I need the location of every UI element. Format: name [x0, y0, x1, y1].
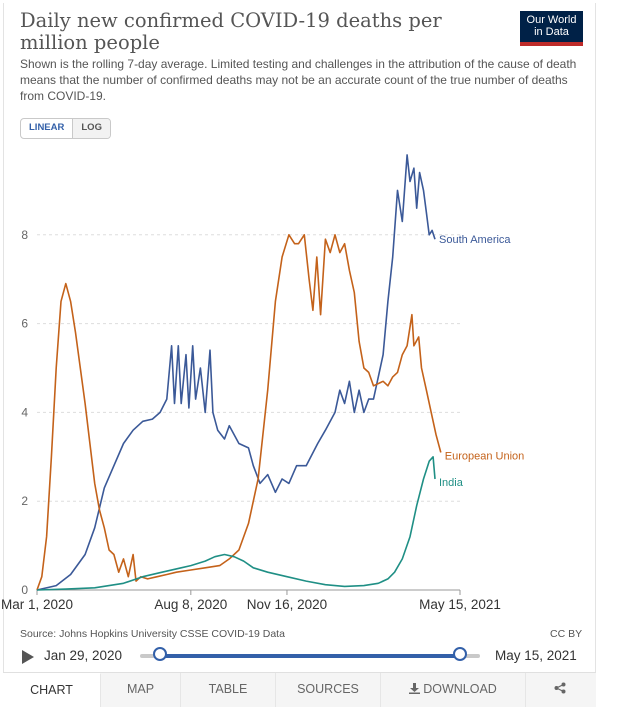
x-tick-label: Mar 1, 2020 — [1, 597, 73, 612]
linear-scale-button[interactable]: LINEAR — [21, 119, 74, 138]
timeline-end-handle[interactable] — [453, 647, 467, 661]
tab-chart[interactable]: CHART — [3, 673, 101, 707]
chart-title: Daily new confirmed COVID-19 deaths per … — [20, 9, 442, 54]
source-text: Source: Johns Hopkins University CSSE CO… — [20, 628, 285, 640]
series-line-south-america — [36, 154, 436, 591]
license-link[interactable]: CC BY — [550, 628, 583, 640]
timeline-start-handle[interactable] — [153, 647, 167, 661]
timeline-start-label: Jan 29, 2020 — [44, 648, 123, 663]
x-tick-label: Nov 16, 2020 — [247, 597, 327, 612]
download-icon — [409, 683, 421, 694]
log-scale-button[interactable]: LOG — [73, 119, 110, 138]
x-tick-label: May 15, 2021 — [419, 597, 501, 612]
share-button[interactable] — [526, 673, 594, 707]
y-tick-label: 2 — [21, 494, 28, 508]
scale-toggle: LINEAR LOG — [20, 118, 111, 139]
play-icon[interactable] — [21, 649, 35, 665]
series-end-label: South America — [439, 234, 511, 246]
line-chart: 0 2 4 6 8 Mar 1, 2020 Aug 8, 2020 Nov 16, 2020 M… — [1, 154, 525, 612]
series-end-label: India — [439, 477, 464, 489]
chart-subtitle: Shown is the rolling 7-day average. Limi… — [20, 57, 577, 103]
tab-table[interactable]: TABLE — [181, 673, 276, 707]
series-end-label: European Union — [445, 450, 525, 462]
logo-line-1: Our World — [526, 14, 577, 26]
y-tick-label: 0 — [21, 583, 28, 597]
tab-sources[interactable]: SOURCES — [276, 673, 381, 707]
y-tick-label: 6 — [21, 317, 28, 331]
download-tab-label: DOWNLOAD — [423, 682, 497, 696]
x-tick-label: Aug 8, 2020 — [154, 597, 227, 612]
tab-bar: CHART MAP TABLE SOURCES DOWNLOAD — [3, 672, 596, 707]
logo-line-2: in Data — [534, 26, 569, 38]
y-tick-label: 4 — [21, 405, 28, 419]
timeline-selected-range — [160, 654, 460, 658]
tab-download[interactable]: DOWNLOAD — [381, 673, 526, 707]
tab-map[interactable]: MAP — [101, 673, 181, 707]
timeline-track[interactable] — [140, 654, 480, 658]
share-icon — [554, 682, 566, 694]
chart-frame — [3, 3, 596, 707]
series-line-india — [36, 456, 436, 591]
y-tick-label: 8 — [21, 228, 28, 242]
owid-logo[interactable]: Our World in Data — [520, 11, 583, 46]
series-line-european-union — [36, 234, 442, 591]
timeline-end-label: May 15, 2021 — [495, 648, 577, 663]
